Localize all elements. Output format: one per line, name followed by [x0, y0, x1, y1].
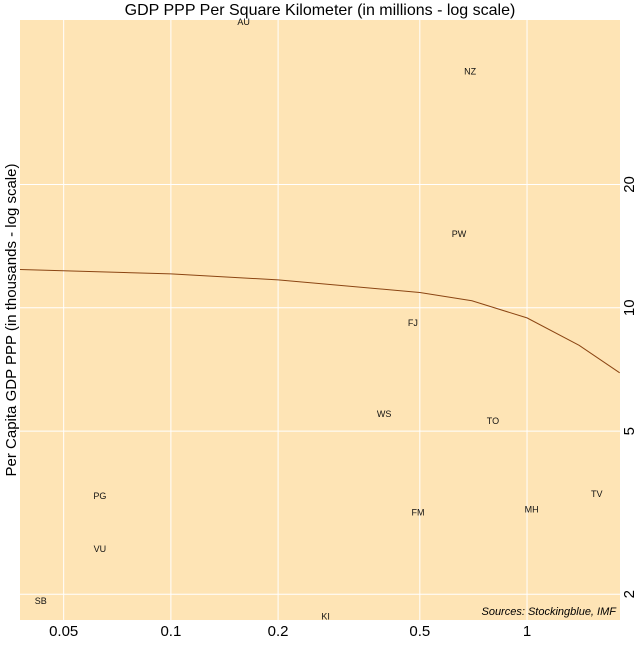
- point-label: PW: [452, 229, 467, 239]
- point-label: AU: [237, 17, 250, 27]
- point-label: FM: [411, 508, 424, 518]
- trend-line: [19, 269, 620, 374]
- x-tick-label: 0.05: [49, 623, 78, 640]
- y-tick-label: 20: [621, 176, 638, 193]
- x-tick-label: 0.5: [409, 623, 430, 640]
- y-axis-label: Per Capita GDP PPP (in thousands - log s…: [3, 164, 20, 477]
- point-label: PG: [93, 491, 106, 501]
- point-label: VU: [94, 544, 107, 554]
- y-tick-label: 5: [621, 427, 638, 435]
- point-label: TO: [487, 416, 499, 426]
- point-label: KI: [321, 611, 330, 621]
- chart-title: GDP PPP Per Square Kilometer (in million…: [125, 2, 516, 19]
- point-label: MH: [525, 504, 539, 514]
- point-label: FJ: [408, 318, 418, 328]
- point-label: TV: [591, 489, 603, 499]
- point-label: NZ: [464, 67, 476, 77]
- x-tick-label: 1: [523, 623, 531, 640]
- plot-background: [20, 20, 620, 620]
- point-label: WS: [377, 409, 392, 419]
- point-label: SB: [35, 596, 47, 606]
- y-tick-label: 2: [621, 590, 638, 598]
- x-tick-label: 0.1: [160, 623, 181, 640]
- y-tick-label: 10: [621, 299, 638, 316]
- x-tick-label: 0.2: [268, 623, 289, 640]
- source-note: Sources: Stockingblue, IMF: [481, 606, 617, 618]
